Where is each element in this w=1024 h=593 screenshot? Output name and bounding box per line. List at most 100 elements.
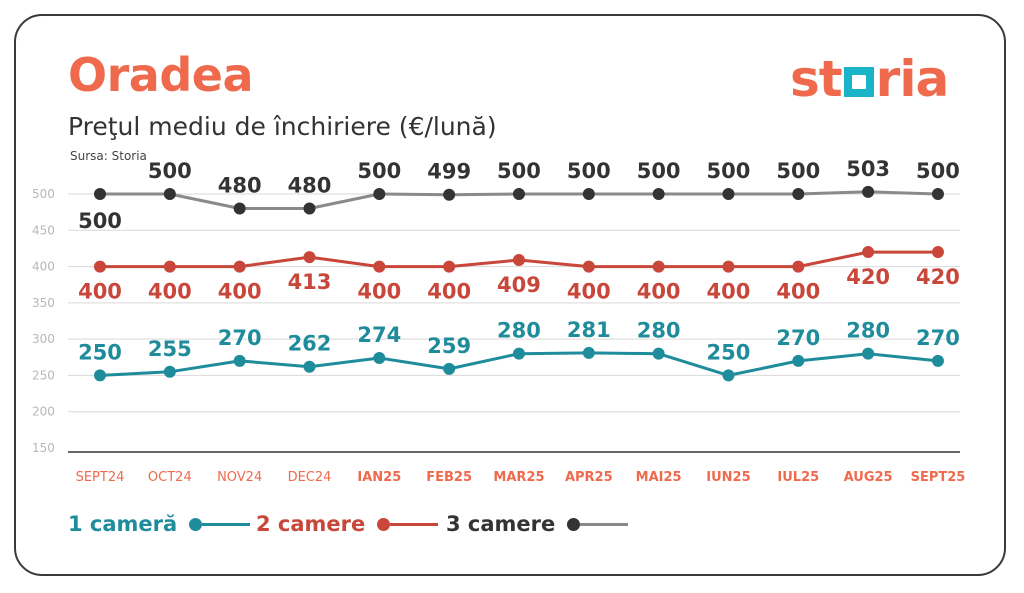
x-tick-label: OCT24 — [148, 470, 192, 485]
legend-label-1-camera: 1 cameră — [68, 512, 178, 536]
y-tick-label: 400 — [32, 260, 55, 274]
data-label: 409 — [497, 273, 541, 297]
data-point — [163, 188, 176, 200]
data-label: 400 — [637, 280, 681, 304]
data-label: 500 — [148, 159, 192, 183]
data-point — [163, 260, 176, 273]
data-point — [443, 362, 456, 375]
data-point — [303, 360, 316, 373]
y-tick-label: 250 — [32, 368, 55, 382]
x-tick-label: DEC24 — [288, 470, 332, 485]
legend-label-3-camere: 3 camere — [446, 512, 556, 536]
data-label: 270 — [776, 326, 820, 350]
data-label: 480 — [288, 174, 332, 198]
data-label: 503 — [846, 157, 890, 181]
y-tick-label: 500 — [32, 187, 55, 201]
data-point — [792, 188, 805, 200]
chart-card — [14, 14, 1006, 576]
data-point — [652, 347, 665, 360]
data-point — [512, 347, 525, 360]
data-point — [443, 260, 456, 273]
y-tick-label: 350 — [32, 296, 55, 310]
data-label: 500 — [637, 159, 681, 183]
data-label: 413 — [288, 270, 332, 294]
data-point — [862, 246, 875, 259]
legend-item-2-camere: 2 camere — [256, 512, 439, 536]
legend-item-3-camere: 3 camere — [446, 512, 629, 536]
data-label: 281 — [567, 318, 611, 342]
data-point — [582, 346, 595, 359]
chart-subtitle: Preţul mediu de închiriere (€/lună) — [68, 112, 497, 141]
data-point — [582, 260, 595, 273]
data-label: 420 — [916, 265, 960, 289]
data-point — [652, 188, 665, 200]
data-label: 250 — [707, 340, 751, 364]
data-point — [582, 188, 595, 200]
data-label: 270 — [916, 326, 960, 350]
y-tick-label: 200 — [32, 405, 55, 419]
data-point — [94, 369, 106, 382]
chart-title: Oradea — [68, 48, 254, 102]
data-point — [373, 260, 386, 273]
x-tick-label: MAI25 — [636, 470, 682, 485]
x-tick-label: AUG25 — [844, 470, 893, 485]
data-point — [931, 188, 944, 200]
data-point — [512, 188, 525, 200]
data-point — [94, 188, 106, 200]
data-label: 274 — [357, 323, 401, 347]
logo-text-left: st — [790, 50, 843, 108]
data-point — [931, 246, 944, 259]
data-label: 280 — [637, 319, 681, 343]
data-point — [792, 260, 805, 273]
data-label: 400 — [357, 280, 401, 304]
data-label: 420 — [846, 265, 890, 289]
data-label: 480 — [218, 174, 262, 198]
x-tick-label: FEB25 — [426, 470, 472, 485]
data-point — [722, 188, 735, 200]
legend-line-2-camere — [390, 522, 439, 526]
x-tick-label: IUL25 — [777, 470, 819, 485]
data-point — [233, 260, 246, 273]
data-point — [722, 260, 735, 273]
legend-marker-1-camera — [189, 517, 203, 531]
data-point — [373, 188, 386, 200]
x-tick-label: SEPT24 — [76, 470, 125, 485]
data-label: 500 — [567, 159, 611, 183]
storia-logo: st ria — [790, 50, 950, 108]
data-point — [303, 202, 316, 215]
data-point — [862, 347, 875, 360]
logo-text-right: ria — [875, 50, 950, 108]
data-point — [862, 185, 875, 198]
data-label: 500 — [707, 159, 751, 183]
data-point — [94, 260, 106, 273]
legend-item-1-camera: 1 cameră — [68, 512, 251, 536]
data-label: 255 — [148, 337, 192, 361]
data-label: 400 — [78, 280, 122, 304]
data-point — [652, 260, 665, 273]
data-point — [443, 188, 456, 201]
data-label: 262 — [288, 332, 332, 356]
data-point — [163, 365, 176, 378]
data-label: 500 — [78, 209, 122, 233]
data-point — [303, 251, 316, 264]
data-label: 259 — [427, 334, 471, 358]
data-label: 280 — [497, 319, 541, 343]
data-label: 400 — [427, 280, 471, 304]
data-label: 250 — [78, 340, 122, 364]
data-label: 270 — [218, 326, 262, 350]
data-point — [233, 202, 246, 215]
data-label: 400 — [707, 280, 751, 304]
logo-box-icon — [843, 67, 874, 97]
legend: 1 cameră 2 camere 3 camere — [0, 512, 1024, 542]
data-point — [792, 354, 805, 367]
data-point — [373, 352, 386, 365]
data-point — [233, 354, 246, 367]
data-point — [931, 354, 944, 367]
x-tick-label: MAR25 — [493, 470, 544, 485]
x-tick-label: IAN25 — [357, 470, 401, 485]
x-tick-label: IUN25 — [706, 470, 750, 485]
x-tick-label: SEPT25 — [911, 470, 966, 485]
legend-marker-3-camere — [567, 517, 581, 531]
data-label: 400 — [148, 280, 192, 304]
